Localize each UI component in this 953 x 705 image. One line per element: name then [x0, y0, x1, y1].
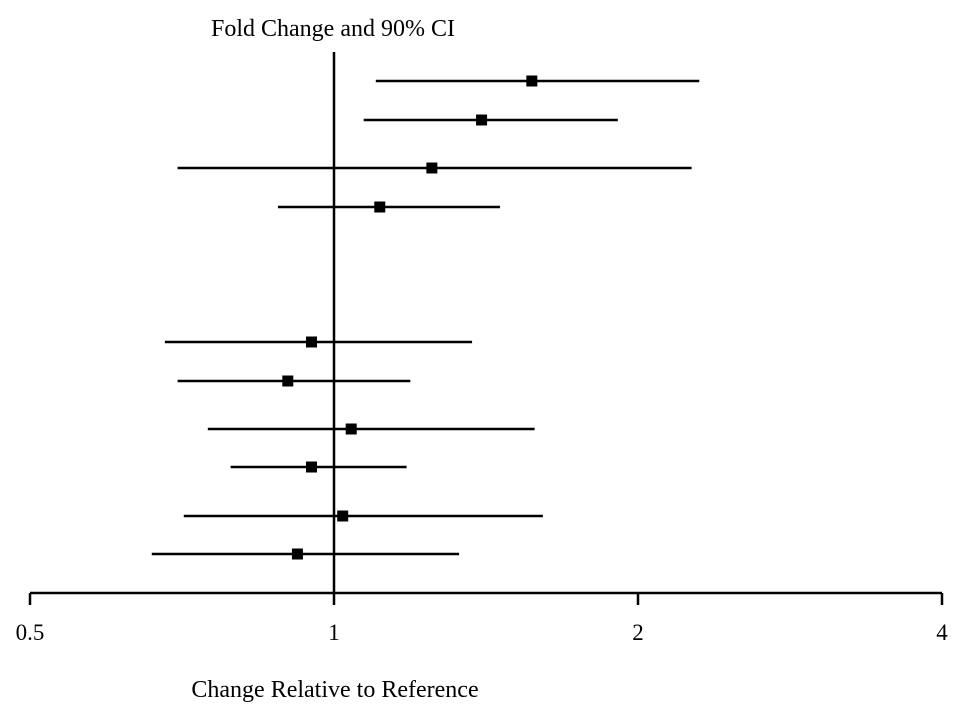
point-estimate-marker: [374, 201, 386, 213]
x-tick-label: 2: [632, 620, 644, 645]
point-estimate-marker: [426, 162, 438, 174]
point-estimate-marker: [291, 548, 303, 560]
point-estimate-marker: [526, 75, 538, 87]
point-estimate-marker: [306, 461, 318, 473]
x-tick-label: 4: [936, 620, 948, 645]
point-estimate-marker: [345, 423, 357, 435]
point-estimate-marker: [476, 114, 488, 126]
data-marks: [151, 75, 700, 560]
x-tick-label: 1: [328, 620, 340, 645]
chart-title: Fold Change and 90% CI: [211, 16, 455, 42]
x-tick-label: 0.5: [16, 620, 45, 645]
x-axis-label: Change Relative to Reference: [191, 677, 478, 703]
x-axis-ticks: 0.5 1 2 4: [16, 593, 948, 645]
point-estimate-marker: [282, 375, 294, 387]
point-estimate-marker: [306, 336, 318, 348]
point-estimate-marker: [337, 510, 349, 522]
